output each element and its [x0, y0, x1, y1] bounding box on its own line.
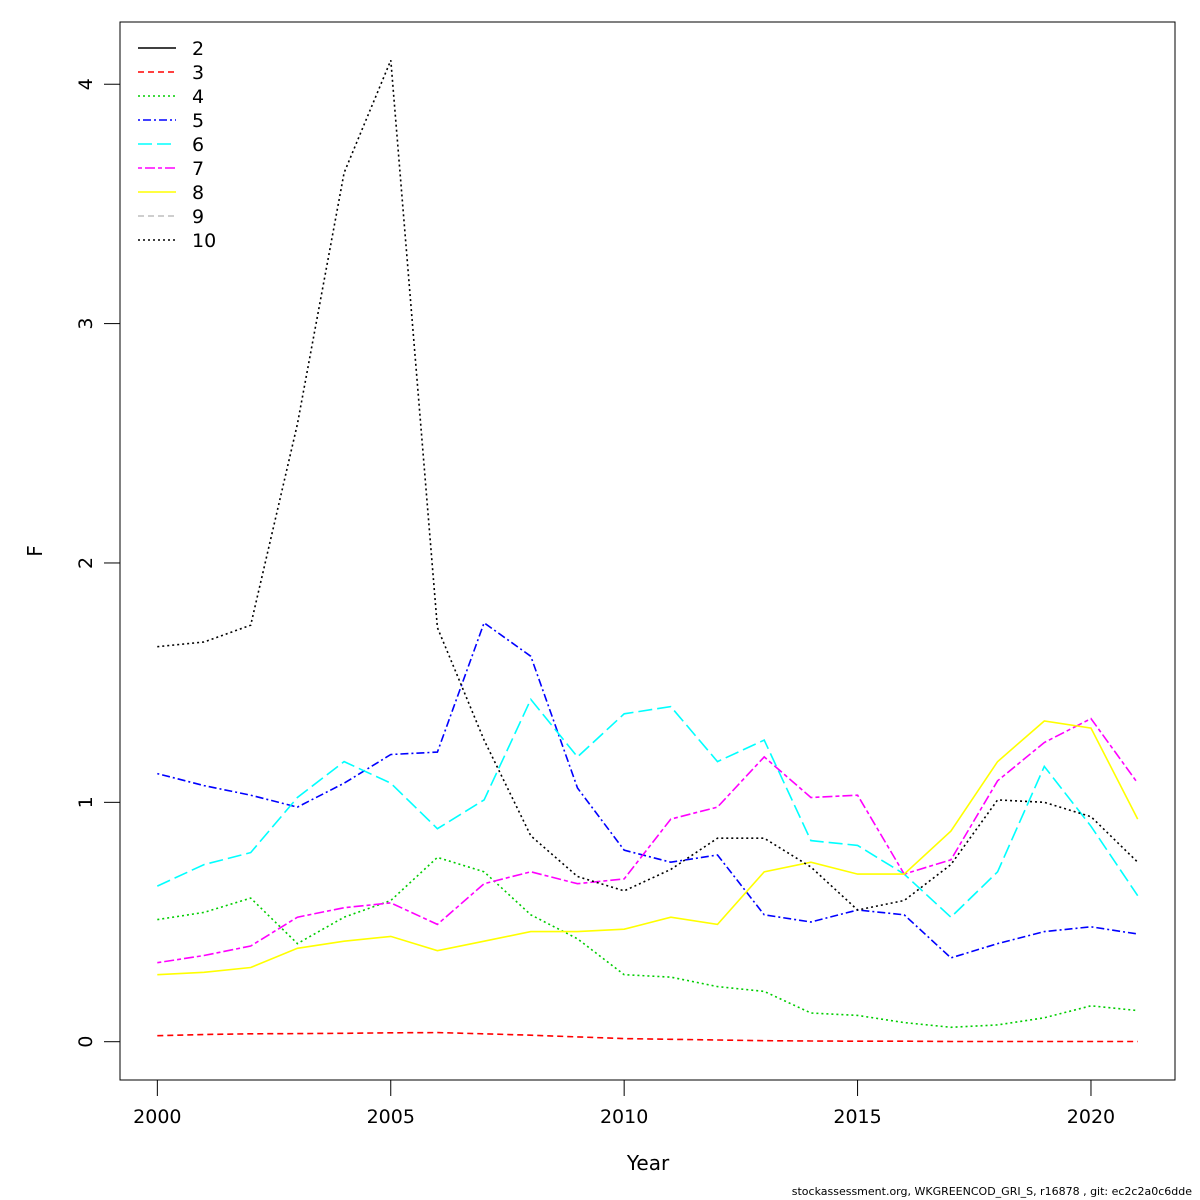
y-axis-title: F [23, 545, 47, 557]
legend-label-8: 8 [192, 182, 204, 204]
x-axis: 2000 2005 2010 2015 2020 [133, 1079, 1115, 1128]
legend-label-3: 3 [192, 62, 204, 84]
y-tick-label: 0 [75, 1036, 97, 1048]
plot-frame [119, 21, 1176, 1081]
y-tick-label: 2 [75, 557, 97, 569]
x-axis-title: Year [626, 1151, 670, 1175]
x-tick-label: 2015 [833, 1106, 881, 1128]
legend-label-10: 10 [192, 230, 216, 252]
y-tick-label: 1 [75, 796, 97, 808]
legend-label-6: 6 [192, 134, 204, 156]
series-line-5 [157, 621, 1138, 959]
y-tick-label: 4 [75, 78, 97, 90]
series-line-6 [156, 697, 1139, 919]
series-line-4 [157, 856, 1138, 1029]
legend-label-4: 4 [192, 86, 204, 108]
series-line-10 [157, 59, 1139, 911]
series-line-7 [157, 717, 1139, 964]
x-tick-label: 2020 [1067, 1106, 1115, 1128]
y-axis: 0 1 2 3 4 [75, 78, 121, 1048]
x-tick-label: 2010 [600, 1106, 648, 1128]
footer-credit: stockassessment.org, WKGREENCOD_GRI_S, r… [791, 1185, 1192, 1198]
y-tick-label: 3 [75, 318, 97, 330]
legend-label-9: 9 [192, 206, 204, 228]
legend-label-2: 2 [192, 38, 204, 60]
series-line-8 [157, 720, 1139, 976]
x-tick-label: 2005 [367, 1106, 415, 1128]
series-line-3 [157, 1031, 1138, 1043]
x-tick-label: 2000 [133, 1106, 181, 1128]
legend-label-7: 7 [192, 158, 204, 180]
legend-label-5: 5 [192, 110, 204, 132]
series-layer [156, 59, 1139, 1043]
